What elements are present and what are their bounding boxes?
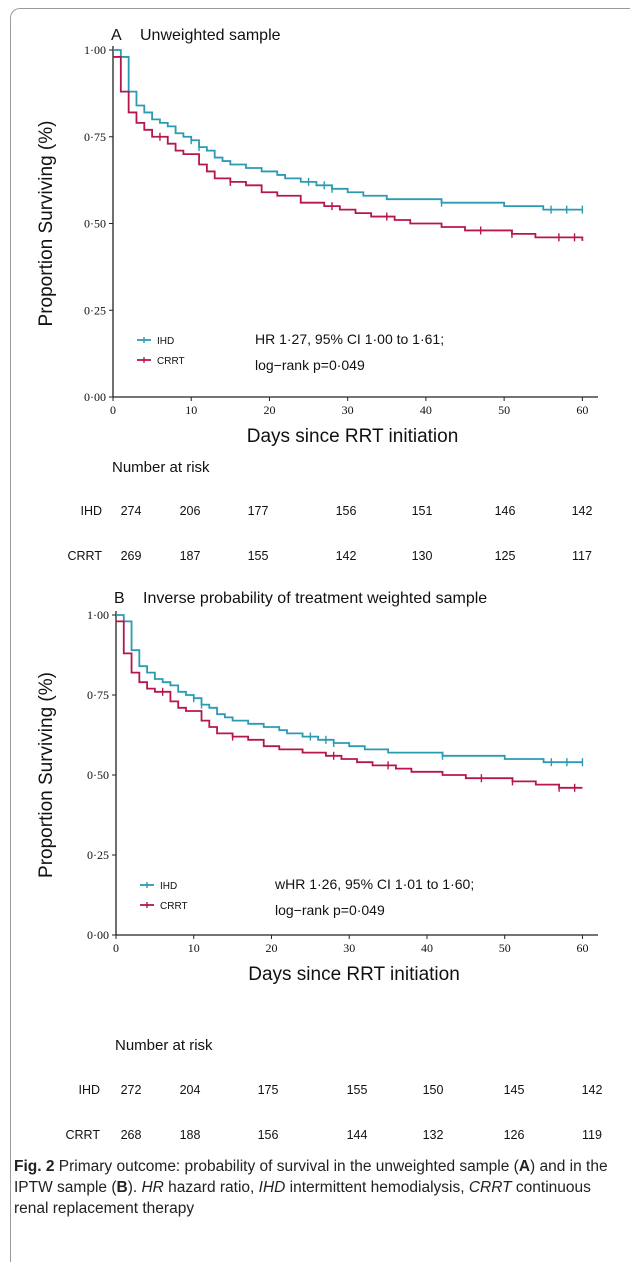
y-tick-label: 1·00 — [87, 608, 109, 622]
caption-text-1: Primary outcome: probability of survival… — [54, 1158, 519, 1175]
risk-cell: 204 — [180, 1083, 201, 1097]
caption-text-5: intermittent hemodialysis, — [285, 1179, 469, 1196]
risk-cell: 155 — [347, 1083, 368, 1097]
panel-label-A: A — [111, 27, 122, 44]
figure-caption: Fig. 2 Primary outcome: probability of s… — [14, 1156, 620, 1219]
caption-text-6: continuous renal replacement therapy — [14, 1179, 591, 1217]
x-tick-label: 20 — [263, 403, 275, 417]
y-tick-label: 0·75 — [87, 688, 109, 702]
panel-label-B: B — [114, 590, 125, 607]
risk-cell: 150 — [423, 1083, 444, 1097]
risk-table-title: Number at risk — [115, 1037, 213, 1054]
x-tick-label: 10 — [185, 403, 197, 417]
caption-text-2: ) and in the IPTW sample ( — [14, 1158, 608, 1196]
legend-label-crrt: CRRT — [157, 356, 185, 367]
risk-cell: 156 — [336, 504, 357, 518]
series-line-crrt — [116, 620, 583, 789]
risk-cell: 156 — [258, 1128, 279, 1142]
series-line-crrt — [113, 56, 584, 241]
caption-text-4: hazard ratio, — [163, 1179, 259, 1196]
figure-label: Fig. 2 — [14, 1158, 55, 1175]
y-tick-label: 0·25 — [87, 848, 109, 862]
x-tick-label: 60 — [576, 403, 588, 417]
risk-cell: 132 — [423, 1128, 444, 1142]
hazard-ratio-text: HR 1·27, 95% CI 1·00 to 1·61; — [255, 331, 444, 347]
risk-table-title: Number at risk — [112, 459, 210, 476]
risk-cell: 146 — [495, 504, 516, 518]
y-tick-label: 0·50 — [84, 217, 106, 231]
y-tick-label: 0·25 — [84, 303, 106, 317]
risk-cell: 151 — [412, 504, 433, 518]
x-axis-label: Days since RRT initiation — [247, 426, 459, 447]
hazard-ratio-text: wHR 1·26, 95% CI 1·01 to 1·60; — [274, 876, 474, 892]
caption-text-3: ). — [127, 1179, 142, 1196]
logrank-text: log−rank p=0·049 — [255, 357, 365, 373]
figure-frame — [10, 8, 630, 1262]
y-tick-label: 0·00 — [87, 928, 109, 942]
caption-abbr-crrt: CRRT — [468, 1179, 512, 1196]
risk-cell: 274 — [121, 504, 142, 518]
legend-label-crrt: CRRT — [160, 901, 188, 912]
x-tick-label: 40 — [421, 941, 433, 955]
legend-label-ihd: IHD — [157, 336, 174, 347]
risk-cell: 187 — [180, 549, 201, 563]
caption-abbr-hr: HR — [141, 1179, 164, 1196]
y-axis-label: Proportion Surviving (%) — [36, 121, 57, 327]
risk-cell: 142 — [582, 1083, 603, 1097]
y-tick-label: 0·75 — [84, 130, 106, 144]
risk-cell: 206 — [180, 504, 201, 518]
x-tick-label: 0 — [110, 403, 116, 417]
figure-canvas: A Unweighted sample 0·00 0·25 0·50 0·75 1·00 0 1… — [36, 27, 603, 1142]
x-tick-label: 50 — [498, 403, 510, 417]
risk-cell: 268 — [121, 1128, 142, 1142]
risk-cell: 272 — [121, 1083, 142, 1097]
risk-cell: 142 — [336, 549, 357, 563]
y-tick-label: 1·00 — [84, 43, 106, 57]
series-line-ihd — [113, 49, 583, 211]
panel-title: Unweighted sample — [140, 27, 281, 44]
x-tick-label: 50 — [499, 941, 511, 955]
risk-cell: 188 — [180, 1128, 201, 1142]
risk-cell: 142 — [572, 504, 593, 518]
series-line-ihd — [116, 614, 583, 764]
risk-cell: 144 — [347, 1128, 368, 1142]
risk-row-label-crrt: CRRT — [68, 549, 103, 563]
risk-cell: 126 — [504, 1128, 525, 1142]
legend-label-ihd: IHD — [160, 881, 177, 892]
x-tick-label: 30 — [343, 941, 355, 955]
risk-cell: 125 — [495, 549, 516, 563]
risk-cell: 119 — [582, 1128, 602, 1142]
logrank-text: log−rank p=0·049 — [275, 902, 385, 918]
x-axis-label: Days since RRT initiation — [248, 964, 460, 985]
risk-cell: 130 — [412, 549, 433, 563]
x-tick-label: 60 — [576, 941, 588, 955]
x-tick-label: 30 — [342, 403, 354, 417]
risk-row-label-ihd: IHD — [78, 1083, 100, 1097]
y-axis-label: Proportion Surviving (%) — [36, 672, 57, 878]
caption-abbr-ihd: IHD — [258, 1179, 286, 1196]
risk-row-label-crrt: CRRT — [66, 1128, 101, 1142]
x-tick-label: 40 — [420, 403, 432, 417]
x-tick-label: 20 — [265, 941, 277, 955]
risk-cell: 155 — [248, 549, 269, 563]
risk-cell: 269 — [121, 549, 142, 563]
y-tick-label: 0·00 — [84, 390, 106, 404]
caption-panel-a: A — [518, 1158, 531, 1175]
risk-cell: 117 — [572, 549, 592, 563]
risk-cell: 175 — [258, 1083, 279, 1097]
x-tick-label: 0 — [113, 941, 119, 955]
x-tick-label: 10 — [188, 941, 200, 955]
risk-row-label-ihd: IHD — [80, 504, 102, 518]
panel-title: Inverse probability of treatment weighte… — [143, 590, 487, 607]
risk-cell: 145 — [504, 1083, 525, 1097]
risk-cell: 177 — [248, 504, 269, 518]
caption-panel-b: B — [116, 1179, 128, 1196]
y-tick-label: 0·50 — [87, 768, 109, 782]
